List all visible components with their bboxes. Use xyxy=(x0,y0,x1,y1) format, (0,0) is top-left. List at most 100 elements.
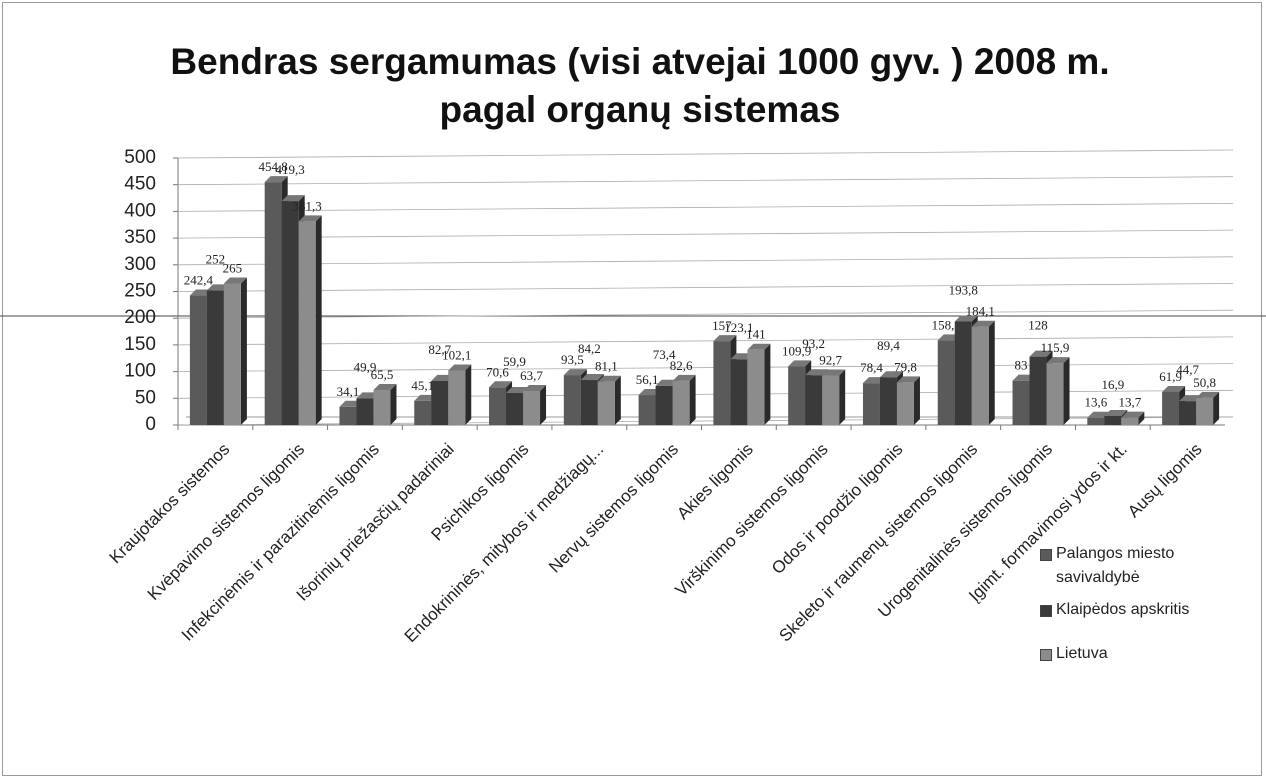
bar xyxy=(489,387,507,425)
bar-top xyxy=(971,320,995,327)
bar xyxy=(862,383,880,425)
bar xyxy=(448,370,466,425)
bar-side xyxy=(1213,391,1220,425)
value-label: 63,7 xyxy=(520,368,543,383)
bar-side xyxy=(614,375,621,425)
grid-line xyxy=(177,229,1234,239)
grid-line xyxy=(177,149,1234,159)
bar-top xyxy=(747,343,771,350)
bar xyxy=(730,359,748,425)
value-label: 50,8 xyxy=(1193,375,1216,390)
legend: Palangos miesto savivaldybė Klaipėdos aps… xyxy=(1040,542,1240,674)
y-tick-label: 100 xyxy=(124,361,156,382)
bar-side xyxy=(315,215,322,425)
bar xyxy=(822,375,840,425)
legend-swatch xyxy=(1040,605,1052,617)
bar-top xyxy=(879,371,903,378)
bar-top xyxy=(281,195,305,202)
value-label: 56,1 xyxy=(636,372,659,387)
bar xyxy=(1196,397,1214,425)
value-label: 128 xyxy=(1028,318,1048,333)
bar-top xyxy=(373,384,397,391)
value-label: 265 xyxy=(223,260,243,275)
bar-top xyxy=(563,369,587,376)
bar xyxy=(580,380,598,425)
value-label: 13,7 xyxy=(1118,395,1141,410)
bar-side xyxy=(988,320,995,425)
x-tick-label: Kraujotakos sistemos xyxy=(106,440,234,568)
bar xyxy=(1029,356,1047,425)
bar xyxy=(431,380,449,425)
bar xyxy=(264,182,282,425)
bar-side xyxy=(240,277,247,425)
bar xyxy=(1012,380,1030,425)
value-label: 454,8 xyxy=(259,159,288,174)
value-label: 157 xyxy=(712,318,732,333)
value-label: 115,9 xyxy=(1041,340,1070,355)
grid-line xyxy=(177,256,1234,266)
bar-top xyxy=(896,376,920,383)
grid-line xyxy=(177,176,1234,186)
legend-label: Palangos miesto savivaldybė xyxy=(1056,545,1175,586)
x-tick-label: Nervų sistemos ligomis xyxy=(545,440,682,577)
bar xyxy=(1087,417,1105,425)
bar xyxy=(672,380,690,425)
legend-item: Palangos miesto savivaldybė xyxy=(1040,542,1240,590)
bar-side xyxy=(1138,411,1145,425)
bar xyxy=(971,326,989,425)
x-tick-label: Ausų ligomis xyxy=(1124,440,1206,522)
legend-item: Lietuva xyxy=(1040,642,1240,666)
bar-side xyxy=(689,374,696,425)
grid-line xyxy=(177,416,1234,426)
value-label: 109,9 xyxy=(782,343,811,358)
bar-top xyxy=(1162,385,1186,392)
bar xyxy=(747,349,765,425)
y-tick-label: 50 xyxy=(135,387,156,408)
bar xyxy=(1046,363,1064,425)
bar-top xyxy=(448,364,472,371)
bar-top xyxy=(954,315,978,322)
bar xyxy=(896,382,914,425)
bar-top xyxy=(597,375,621,382)
chart-title: Bendras sergamumas (visi atvejai 1000 gy… xyxy=(170,41,1110,130)
bar xyxy=(638,395,656,425)
bar-side xyxy=(540,384,547,425)
bar-side xyxy=(913,376,920,425)
bar xyxy=(1162,391,1180,425)
bar xyxy=(506,393,524,425)
value-label: 102,1 xyxy=(442,347,471,362)
value-label: 44,7 xyxy=(1176,362,1199,377)
bar-top xyxy=(672,374,696,381)
y-tick-label: 200 xyxy=(124,307,156,328)
value-label: 158,5 xyxy=(932,317,961,332)
grid-line xyxy=(177,283,1234,292)
value-label: 82,7 xyxy=(428,342,451,357)
bar-top xyxy=(805,369,829,376)
y-tick-label: 350 xyxy=(124,227,156,248)
bar xyxy=(1179,401,1197,425)
bar-side xyxy=(1063,357,1070,425)
value-label: 45,1 xyxy=(411,378,434,393)
bar-side xyxy=(839,369,846,425)
value-label: 13,6 xyxy=(1084,395,1107,410)
x-tick-label: Virškinimo sistemos ligomis xyxy=(672,440,832,600)
bar xyxy=(298,221,316,425)
bar-top xyxy=(1029,350,1053,357)
value-label: 65,5 xyxy=(371,367,394,382)
value-label: 242,4 xyxy=(184,273,214,288)
y-tick-label: 400 xyxy=(124,200,156,221)
bar-top xyxy=(1104,409,1128,416)
value-label: 252 xyxy=(206,251,226,266)
bar-top xyxy=(713,335,737,342)
bar xyxy=(655,385,673,425)
bar-top xyxy=(822,369,846,376)
legend-item: Klaipėdos apskritis xyxy=(1040,598,1240,622)
bar xyxy=(373,390,391,425)
bar xyxy=(805,375,823,425)
x-tick-label: Odos ir poodžio ligomis xyxy=(768,440,906,578)
legend-label: Lietuva xyxy=(1056,645,1108,662)
bar-side xyxy=(465,364,472,425)
value-label: 78,4 xyxy=(860,360,883,375)
